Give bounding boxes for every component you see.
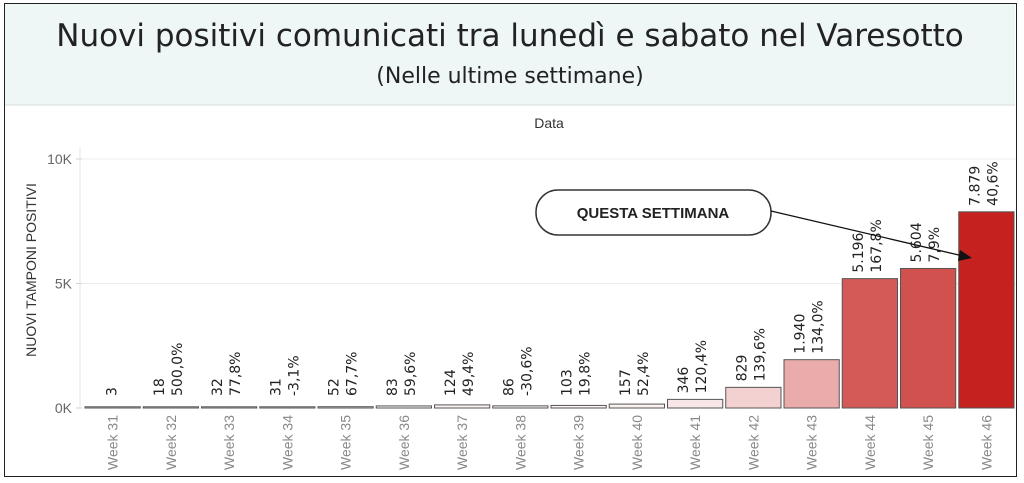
bar — [725, 386, 782, 409]
bar — [375, 405, 432, 409]
callout-arrowhead — [958, 250, 972, 261]
value-label: 829 — [734, 355, 750, 382]
y-tick-label: 10K — [47, 151, 73, 167]
callout-box — [535, 189, 772, 236]
value-label: 32 — [210, 378, 226, 396]
x-tick-label: Week 36 — [396, 415, 412, 470]
bar — [608, 403, 665, 409]
bar — [84, 406, 141, 409]
change-label: 120,4% — [694, 340, 710, 393]
y-tick-label: 5K — [55, 276, 73, 292]
change-label: 77,8% — [228, 352, 244, 396]
x-tick-label: Week 35 — [338, 415, 354, 470]
change-label: 40,6% — [985, 161, 1001, 205]
value-label: 346 — [676, 367, 692, 394]
x-tick-label: Week 38 — [512, 415, 528, 470]
value-label: 18 — [152, 378, 168, 396]
value-label: 103 — [560, 369, 576, 396]
change-label: 500,0% — [170, 343, 186, 396]
value-label: 1.940 — [793, 314, 809, 354]
bar — [201, 406, 258, 409]
y-tick-labels: 0K 5K 10K — [47, 151, 73, 416]
value-label: 31 — [268, 378, 284, 396]
x-tick-label: Week 39 — [571, 415, 587, 470]
chart-subtitle: (Nelle ultime settimane) — [376, 64, 644, 89]
x-tick-label: Week 45 — [920, 415, 936, 470]
bar — [667, 398, 724, 409]
y-axis-title: NUOVI TAMPONI POSITIVI — [23, 183, 39, 357]
value-label: 124 — [443, 369, 459, 396]
change-label: 7,9% — [927, 227, 943, 263]
change-label: 59,6% — [403, 352, 419, 396]
y-tick-label: 0K — [55, 400, 73, 416]
value-label: 3 — [105, 387, 121, 396]
bar — [492, 405, 549, 409]
bar — [841, 278, 898, 409]
bar — [317, 406, 374, 409]
change-label: -3,1% — [286, 355, 302, 396]
this-week-callout: QUESTA SETTIMANA — [535, 189, 972, 261]
bar — [142, 406, 199, 409]
bar — [434, 404, 491, 409]
value-label: 157 — [618, 369, 634, 396]
callout-arrow — [770, 210, 964, 257]
bar — [783, 359, 840, 409]
bar — [958, 211, 1015, 409]
x-tick-label: Week 31 — [105, 415, 121, 470]
value-label: 7.879 — [967, 166, 983, 206]
change-label: -30,6% — [519, 346, 535, 396]
data-labels: 3 18 500,0% 32 77,8% 31 -3,1% 52 67,7% 83 59,6% 124… — [105, 161, 1002, 396]
x-axis-title: Data — [534, 115, 564, 131]
x-tick-label: Week 32 — [163, 415, 179, 470]
bar — [900, 267, 957, 409]
chart-title: Nuovi positivi comunicati tra lunedì e s… — [56, 18, 964, 54]
x-tick-label: Week 40 — [629, 415, 645, 470]
bar — [259, 406, 316, 409]
value-label: 86 — [501, 378, 517, 396]
x-tick-label: Week 34 — [279, 415, 295, 470]
x-tick-label: Week 43 — [804, 415, 820, 470]
change-label: 19,8% — [578, 352, 594, 396]
value-label: 5.604 — [909, 222, 925, 262]
change-label: 167,8% — [869, 219, 885, 272]
change-label: 139,6% — [752, 328, 768, 381]
x-tick-labels: Week 31 Week 32 Week 33 Week 34 Week 35 Week … — [105, 415, 995, 470]
change-label: 49,4% — [461, 352, 477, 396]
value-label: 5.196 — [851, 232, 867, 272]
value-label: 83 — [385, 378, 401, 396]
change-label: 134,0% — [811, 300, 827, 353]
x-tick-label: Week 37 — [454, 415, 470, 470]
title-banner: Nuovi positivi comunicati tra lunedì e s… — [5, 4, 1015, 105]
value-label: 52 — [327, 378, 343, 396]
change-label: 52,4% — [636, 352, 652, 396]
x-tick-label: Week 44 — [862, 415, 878, 470]
change-label: 67,7% — [345, 352, 361, 396]
x-tick-label: Week 42 — [745, 415, 761, 470]
callout-label: QUESTA SETTIMANA — [577, 205, 730, 222]
bar — [550, 404, 607, 409]
x-tick-label: Week 46 — [978, 415, 994, 470]
x-tick-label: Week 33 — [221, 415, 237, 470]
x-tick-label: Week 41 — [687, 415, 703, 470]
bars — [84, 211, 1015, 409]
